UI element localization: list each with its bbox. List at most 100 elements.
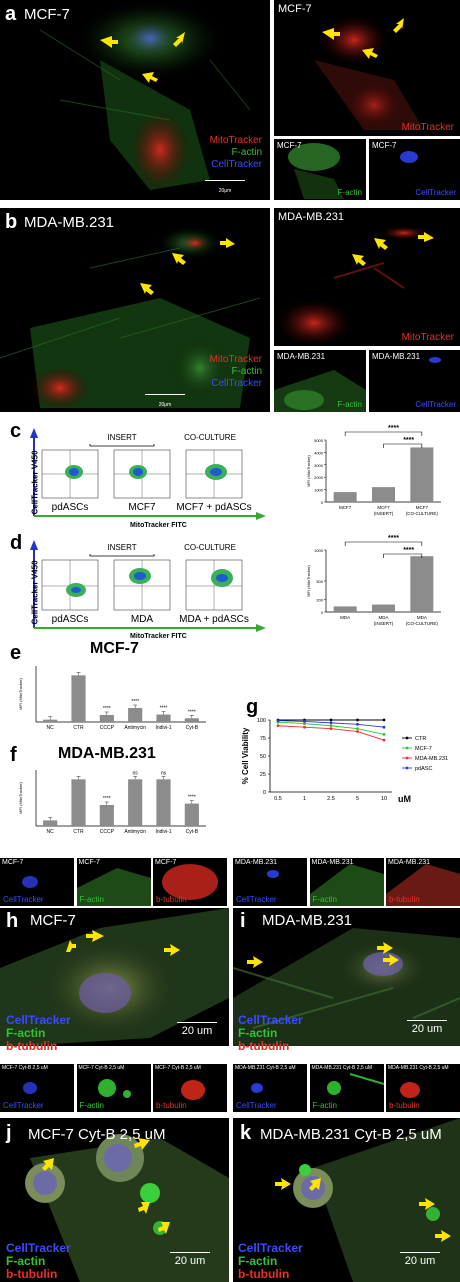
panel-d-plot-label-2: MDA [131,614,154,625]
strip-tile-legend: CellTracker [236,895,277,904]
series-point [276,724,280,728]
panel-h-image [0,908,229,1046]
series-point [356,730,359,733]
panel-b-letter: b [5,211,18,233]
row-j-left-strip: MCF-7 Cyt-B 2,5 uM CellTracker MCF-7 Cyt-B… [0,1064,227,1112]
x-tick-label: (INSERT) [374,511,394,516]
panel-a-legend-mito: MitoTracker [209,135,262,146]
significance-label: **** [160,706,168,712]
panel-k-legend-tracker: CellTracker [238,1241,303,1255]
panel-g-letter: g [246,696,259,718]
panel-e-letter: e [10,642,22,664]
panel-c-letter: c [10,420,22,442]
panel-d-plot-label-1: pdASCs [52,614,89,625]
x-tick-label: 10 [381,796,387,802]
panel-k-legend-actin: F-actin [238,1254,278,1268]
x-tick-label: Antimycin [124,725,146,731]
strip-tile-title: MDA-MB.231 [235,859,278,866]
panel-k-title: MDA-MB.231 Cyt-B 2,5 uM [260,1126,442,1143]
panel-c-plot-label-3: MCF7 + pdASCs [176,502,251,513]
significance-label: **** [103,796,111,802]
y-axis-label: % Cell Viability [241,727,250,784]
x-tick-label: 0.5 [274,796,282,802]
bar [43,719,58,722]
y-tick-label: 0 [263,790,266,796]
panel-b-scale-bar: 20μm [140,394,190,409]
strip-tile-legend: F-actin [79,1101,104,1110]
series-point [276,719,280,723]
x-tick-label: (INSERT) [374,621,394,626]
panel-k-scale-label: 20 um [404,1255,436,1267]
strip-tile-fluorescence [386,864,460,906]
panel-d-coculture-label: CO-CULTURE [184,543,236,552]
panel-b-right-top-image: MDA-MB.231 MitoTracker [274,208,460,346]
panel-c-xlabel: MitoTracker FITC [130,522,187,529]
panel-a-main-fluorescence [39,2,251,190]
panel-d-flow-cytometry: INSERT CO-CULTURE pdASCs MDA MDA + pdASC… [30,540,266,632]
series-point [329,718,333,722]
x-tick-label: NC [47,725,55,731]
panel-a-title: MCF-7 [24,6,70,23]
bar [410,447,434,502]
x-tick-label: Cyt-B [186,829,199,835]
strip-tile-fluorescence [22,876,38,888]
panel-b-main-fluorescence [0,227,261,410]
panel-b-scale-label: 20μm [158,402,172,408]
panel-b-right-top-title: MDA-MB.231 [278,211,345,223]
strip-tile: MDA-MB.231 Cyt-B 2,5 uM b-tubulin [386,1064,460,1112]
bar [99,805,114,826]
panel-a-sub2-image: MCF-7 CellTracker [369,139,460,200]
panel-a-sub1-title: MCF-7 [277,141,302,150]
significance-label: **** [103,706,111,712]
panel-g-line-chart: 0 25 50 75 100 0.5 1 2.5 5 10 uM % Cell Viability CT… [241,718,448,804]
y-axis-label: MFI (MitoTracker) [18,678,23,710]
bar [156,714,171,722]
strip-tile: MDA-MB.231 CellTracker [233,858,307,906]
panel-a-right-top-image: MCF-7 MitoTracker [274,0,460,136]
x-tick-label: (CO-CULTURE) [406,621,439,626]
y-tick-label: 1000 [314,488,324,493]
y-axis-label: MFI (MitoTracker) [306,565,311,597]
panel-h-scale-bar: 20 um [172,1022,222,1037]
panel-a-scale-label: 20μm [218,188,232,194]
significance-label: **** [188,709,196,715]
strip-tile: MCF-7 b-tubulin [153,858,227,906]
panel-c-ylabel: CellTracker V450 [30,450,40,515]
panel-a-legend-actin: F-actin [231,147,262,158]
series-point [329,724,333,728]
strip-tile-title: MCF-7 [78,859,100,866]
panel-a-letter: a [5,3,17,25]
panel-i-title: MDA-MB.231 [262,912,353,929]
x-tick-label: NC [47,829,55,835]
x-tick-label: MCF7 [416,505,429,510]
bar [128,708,143,722]
strip-tile-title: MCF-7 Cyt-B 2,5 uM [78,1065,125,1071]
panel-d-letter: d [10,532,23,554]
legend-label: MCF-7 [415,746,432,752]
series-point [356,718,359,722]
strip-tile: MCF-7 Cyt-B 2,5 uM CellTracker [0,1064,74,1112]
panel-a-legend-tracker: CellTracker [211,159,262,170]
strip-tile: MCF-7 CellTracker [0,858,74,906]
panel-c-plot-label-2: MCF7 [128,502,156,513]
panel-i-letter: i [240,910,246,932]
legend-label: pdASC [415,766,432,772]
series-point [382,725,386,729]
panel-f-bar-chart: MFI (MitoTracker) NC CTR CCCP **** Antimycin n… [18,770,206,835]
strip-tile-fluorescence [400,1082,420,1098]
bar [333,606,357,612]
x-tick-label: Cyt-B [186,725,199,731]
strip-tile-fluorescence [23,1082,37,1094]
y-tick-label: 4000 [314,450,324,455]
series-point [382,733,386,736]
panel-i-image [233,908,460,1046]
panel-i-scale-bar: 20 um [402,1020,452,1035]
x-tick-label: MCF7 [377,505,390,510]
panel-a-tracker-fluorescence [400,151,418,163]
significance-bracket [383,553,423,558]
x-tick-label: (CO-CULTURE) [406,511,439,516]
strip-tile-legend: b-tubulin [156,1101,187,1110]
panel-d-plot-2 [113,559,171,611]
row-h-right-strip: MDA-MB.231 CellTracker MDA-MB.231 F-actin MD… [233,858,460,906]
